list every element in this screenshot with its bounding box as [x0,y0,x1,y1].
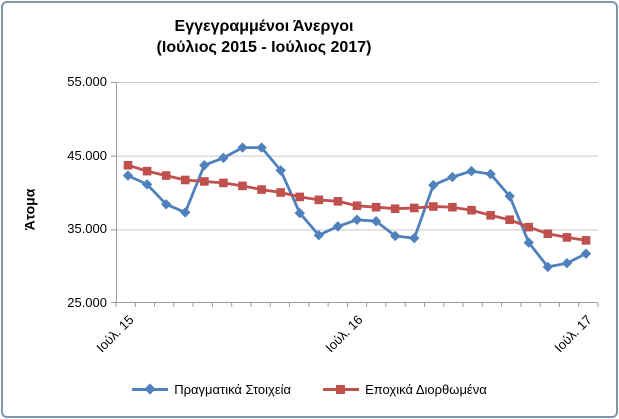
data-point-diamond [332,221,344,232]
data-point-square [429,202,438,211]
legend-item: Πραγματικά Στοιχεία [132,382,291,397]
data-point-square [238,181,247,191]
data-point-square [333,197,343,206]
data-point-square [295,192,305,202]
legend-marker-square-icon [336,385,346,394]
data-point-square [581,236,591,245]
data-point-square [257,185,266,194]
data-point-diamond [561,258,573,269]
data-point-square [371,202,381,212]
plot-area [111,82,599,307]
chart-subtitle: (Ιούλιος 2015 - Ιούλιος 2017) [156,39,372,56]
data-point-diamond [466,165,477,177]
data-point-square [524,222,534,232]
data-point-diamond [160,199,172,210]
x-axis-tick-label: Ιούλ. 15 [93,312,137,356]
data-point-square [390,204,400,214]
data-point-square [486,211,495,220]
data-point-square [562,233,572,242]
legend-line-swatch [323,385,360,394]
data-point-square [409,203,419,213]
x-axis-tick-label: Ιούλ. 16 [322,312,366,356]
data-point-diamond [122,170,134,181]
data-point-diamond [485,168,496,180]
data-point-diamond [180,207,191,218]
data-point-square [352,201,362,211]
chart-title-block: Εγγεγραμμένοι Άνεργοι (Ιούλιος 2015 - Ιο… [3,16,525,58]
data-point-diamond [237,142,248,153]
y-axis-tick-label: 35.000 [67,221,107,237]
data-point-diamond [313,230,325,241]
data-point-diamond [370,216,382,227]
data-point-diamond [141,179,153,190]
data-point-square [505,215,514,225]
y-axis-tick-label: 25.000 [67,295,107,310]
data-point-square [123,160,133,170]
data-point-diamond [294,207,305,219]
data-point-diamond [580,248,592,259]
y-axis-title: Άτομα [21,188,38,231]
data-point-diamond [351,214,363,225]
data-point-diamond [256,142,267,153]
data-point-square [314,195,324,205]
data-point-square [467,205,476,215]
data-point-square [543,229,553,239]
legend-label: Εποχικά Διορθωμένα [365,382,487,397]
data-point-square [161,171,171,180]
data-point-diamond [428,179,439,191]
y-axis-tick-label: 45.000 [67,147,107,163]
data-point-square [219,178,228,188]
data-point-diamond [275,165,286,176]
legend-line-swatch [132,383,169,395]
data-point-square [448,202,457,212]
data-point-diamond [389,230,401,242]
legend: Πραγματικά Στοιχεία Εποχικά Διορθωμένα [3,382,616,397]
data-point-diamond [199,160,210,171]
legend-item: Εποχικά Διορθωμένα [323,382,487,397]
data-point-square [142,166,152,176]
legend-label: Πραγματικά Στοιχεία [174,382,292,397]
data-point-diamond [409,232,420,244]
chart-title: Εγγεγραμμένοι Άνεργοι [174,18,354,35]
data-point-diamond [447,171,458,183]
legend-marker-diamond-icon [144,383,156,395]
data-point-square [180,175,190,185]
data-point-square [276,188,285,197]
data-point-square [200,177,209,186]
data-point-diamond [523,237,534,248]
data-point-diamond [504,190,515,202]
y-axis-tick-label: 55.000 [67,74,107,89]
x-axis-tick-label: Ιούλ. 17 [551,312,595,356]
data-point-diamond [218,152,229,164]
